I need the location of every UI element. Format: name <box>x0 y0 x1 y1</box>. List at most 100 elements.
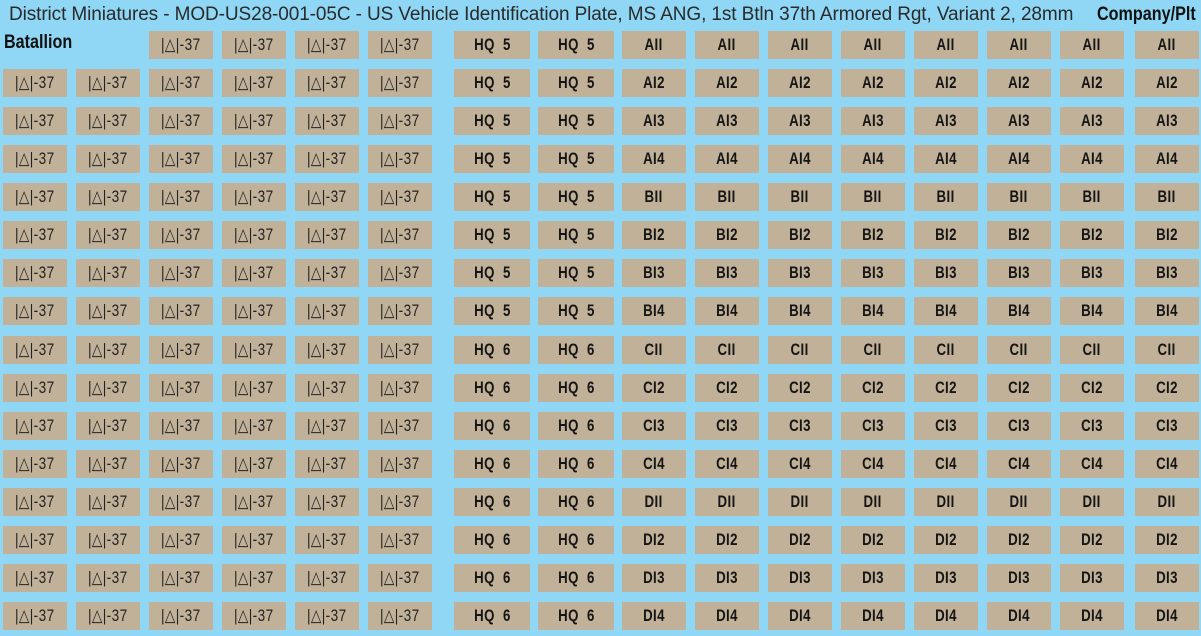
battalion-plate-label: |△|-37 <box>380 529 420 549</box>
platoon-plate: CI4 <box>768 449 832 478</box>
platoon-plate: CII <box>695 335 759 364</box>
platoon-plate: BII <box>768 183 832 212</box>
battalion-plate-label: |△|-37 <box>15 567 55 587</box>
platoon-plate-label: DI4 <box>789 606 811 626</box>
battalion-plate-label: |△|-37 <box>88 567 128 587</box>
battalion-plate: |△|-37 <box>3 449 67 478</box>
platoon-plate-label: AI3 <box>1081 111 1103 131</box>
platoon-plate-label: DI2 <box>643 529 665 549</box>
battalion-plate-label: |△|-37 <box>307 225 347 245</box>
battalion-plate: |△|-37 <box>3 602 67 631</box>
platoon-plate: AII <box>841 31 905 59</box>
battalion-plate-label: |△|-37 <box>380 35 420 54</box>
hq-plate: HQ 6 <box>538 563 614 592</box>
battalion-plate: |△|-37 <box>222 411 286 440</box>
battalion-plate-label: |△|-37 <box>380 567 420 587</box>
platoon-plate: BI3 <box>622 259 686 288</box>
platoon-plate: BI3 <box>695 259 759 288</box>
platoon-plate: AI2 <box>841 69 905 98</box>
platoon-plate-label: DI4 <box>935 606 957 626</box>
battalion-plate: |△|-37 <box>368 411 432 440</box>
platoon-plate-label: BII <box>790 187 810 207</box>
platoon-plate-label: BI4 <box>862 301 884 321</box>
platoon-plate-label: CI3 <box>643 415 665 435</box>
platoon-plate: CII <box>914 335 978 364</box>
platoon-plate-label: CI4 <box>716 453 738 473</box>
platoon-plate: CI3 <box>987 411 1051 440</box>
battalion-plate: |△|-37 <box>76 221 140 250</box>
battalion-plate: |△|-37 <box>368 145 432 174</box>
platoon-plate-label: AI3 <box>862 111 884 131</box>
platoon-plate-label: CI3 <box>935 415 957 435</box>
platoon-plate-label: DI2 <box>1008 529 1030 549</box>
platoon-plate: BII <box>841 183 905 212</box>
battalion-plate-label: |△|-37 <box>88 339 128 359</box>
platoon-plate-label: AI4 <box>789 149 811 169</box>
platoon-plate: BI2 <box>841 221 905 250</box>
hq-plate-label: HQ 5 <box>557 225 595 245</box>
hq-plate-label: HQ 6 <box>473 491 511 511</box>
battalion-plate-label: |△|-37 <box>380 149 420 169</box>
hq-plate-label: HQ 5 <box>557 149 595 169</box>
hq-plate-label: HQ 5 <box>473 149 511 169</box>
platoon-plate: DI2 <box>768 525 832 554</box>
hq-plate-label: HQ 6 <box>473 415 511 435</box>
battalion-plate-label: |△|-37 <box>380 377 420 397</box>
platoon-plate: AI2 <box>768 69 832 98</box>
platoon-plate: AII <box>1060 31 1124 59</box>
hq-plate-label: HQ 6 <box>473 606 511 626</box>
battalion-plate: |△|-37 <box>149 145 213 174</box>
battalion-plate: |△|-37 <box>368 602 432 631</box>
platoon-plate-label: BI3 <box>716 263 738 283</box>
battalion-plate: |△|-37 <box>3 69 67 98</box>
hq-plate: HQ 5 <box>454 297 530 326</box>
platoon-plate: CI3 <box>841 411 905 440</box>
battalion-plate-label: |△|-37 <box>234 377 274 397</box>
battalion-plate: |△|-37 <box>3 563 67 592</box>
battalion-plate-label: |△|-37 <box>307 301 347 321</box>
battalion-plate-label: |△|-37 <box>234 339 274 359</box>
battalion-plate-label: |△|-37 <box>161 187 201 207</box>
battalion-plate: |△|-37 <box>76 602 140 631</box>
platoon-plate: DI4 <box>1135 602 1199 631</box>
platoon-plate: CI3 <box>695 411 759 440</box>
hq-plate-label: HQ 5 <box>473 187 511 207</box>
platoon-plate-label: BI2 <box>862 225 884 245</box>
battalion-plate: |△|-37 <box>149 335 213 364</box>
battalion-plate: |△|-37 <box>76 145 140 174</box>
battalion-plate-label: |△|-37 <box>307 35 347 54</box>
battalion-plate: |△|-37 <box>222 297 286 326</box>
hq-plate: HQ 5 <box>454 31 530 59</box>
platoon-plate-label: DI2 <box>862 529 884 549</box>
platoon-plate: DII <box>695 487 759 516</box>
battalion-plate: |△|-37 <box>368 183 432 212</box>
battalion-plate-label: |△|-37 <box>15 187 55 207</box>
platoon-plate: BI2 <box>1060 221 1124 250</box>
battalion-plate-label: |△|-37 <box>234 606 274 626</box>
battalion-plate-label: |△|-37 <box>380 415 420 435</box>
hq-plate-label: HQ 6 <box>473 529 511 549</box>
hq-plate-label: HQ 6 <box>557 377 595 397</box>
platoon-plate-label: BI2 <box>935 225 957 245</box>
platoon-plate: DI4 <box>695 602 759 631</box>
platoon-plate-label: BI2 <box>1008 225 1030 245</box>
platoon-plate-label: CI2 <box>1156 377 1178 397</box>
platoon-plate: CI4 <box>1135 449 1199 478</box>
battalion-plate-label: |△|-37 <box>88 225 128 245</box>
platoon-plate-label: CII <box>1009 339 1029 359</box>
battalion-plate: |△|-37 <box>76 183 140 212</box>
platoon-plate: CII <box>622 335 686 364</box>
platoon-plate: BI3 <box>768 259 832 288</box>
battalion-plate: |△|-37 <box>222 183 286 212</box>
platoon-plate-label: CII <box>863 339 883 359</box>
platoon-plate-label: AI4 <box>1081 149 1103 169</box>
battalion-plate: |△|-37 <box>222 373 286 402</box>
battalion-plate-label: |△|-37 <box>380 453 420 473</box>
platoon-plate: AI4 <box>1135 145 1199 174</box>
battalion-plate-label: |△|-37 <box>88 187 128 207</box>
battalion-plate-label: |△|-37 <box>161 377 201 397</box>
platoon-plate: DII <box>987 487 1051 516</box>
battalion-plate-label: |△|-37 <box>234 567 274 587</box>
platoon-plate-label: DI2 <box>1156 529 1178 549</box>
platoon-plate: BII <box>622 183 686 212</box>
